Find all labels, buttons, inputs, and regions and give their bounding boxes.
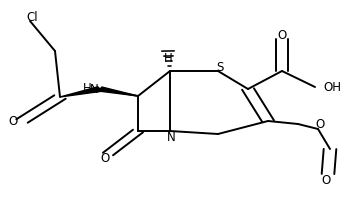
Text: N: N <box>90 83 99 96</box>
Text: Cl: Cl <box>27 11 38 24</box>
Text: OH: OH <box>324 81 342 94</box>
Text: N: N <box>167 130 176 143</box>
Polygon shape <box>60 87 102 98</box>
Text: H: H <box>164 51 172 64</box>
Text: O: O <box>277 29 287 42</box>
Text: O: O <box>100 151 110 164</box>
Text: O: O <box>315 118 324 131</box>
Text: O: O <box>8 115 18 128</box>
Text: H: H <box>83 82 92 95</box>
Text: O: O <box>322 173 331 186</box>
Polygon shape <box>98 88 138 97</box>
Text: S: S <box>216 61 223 74</box>
